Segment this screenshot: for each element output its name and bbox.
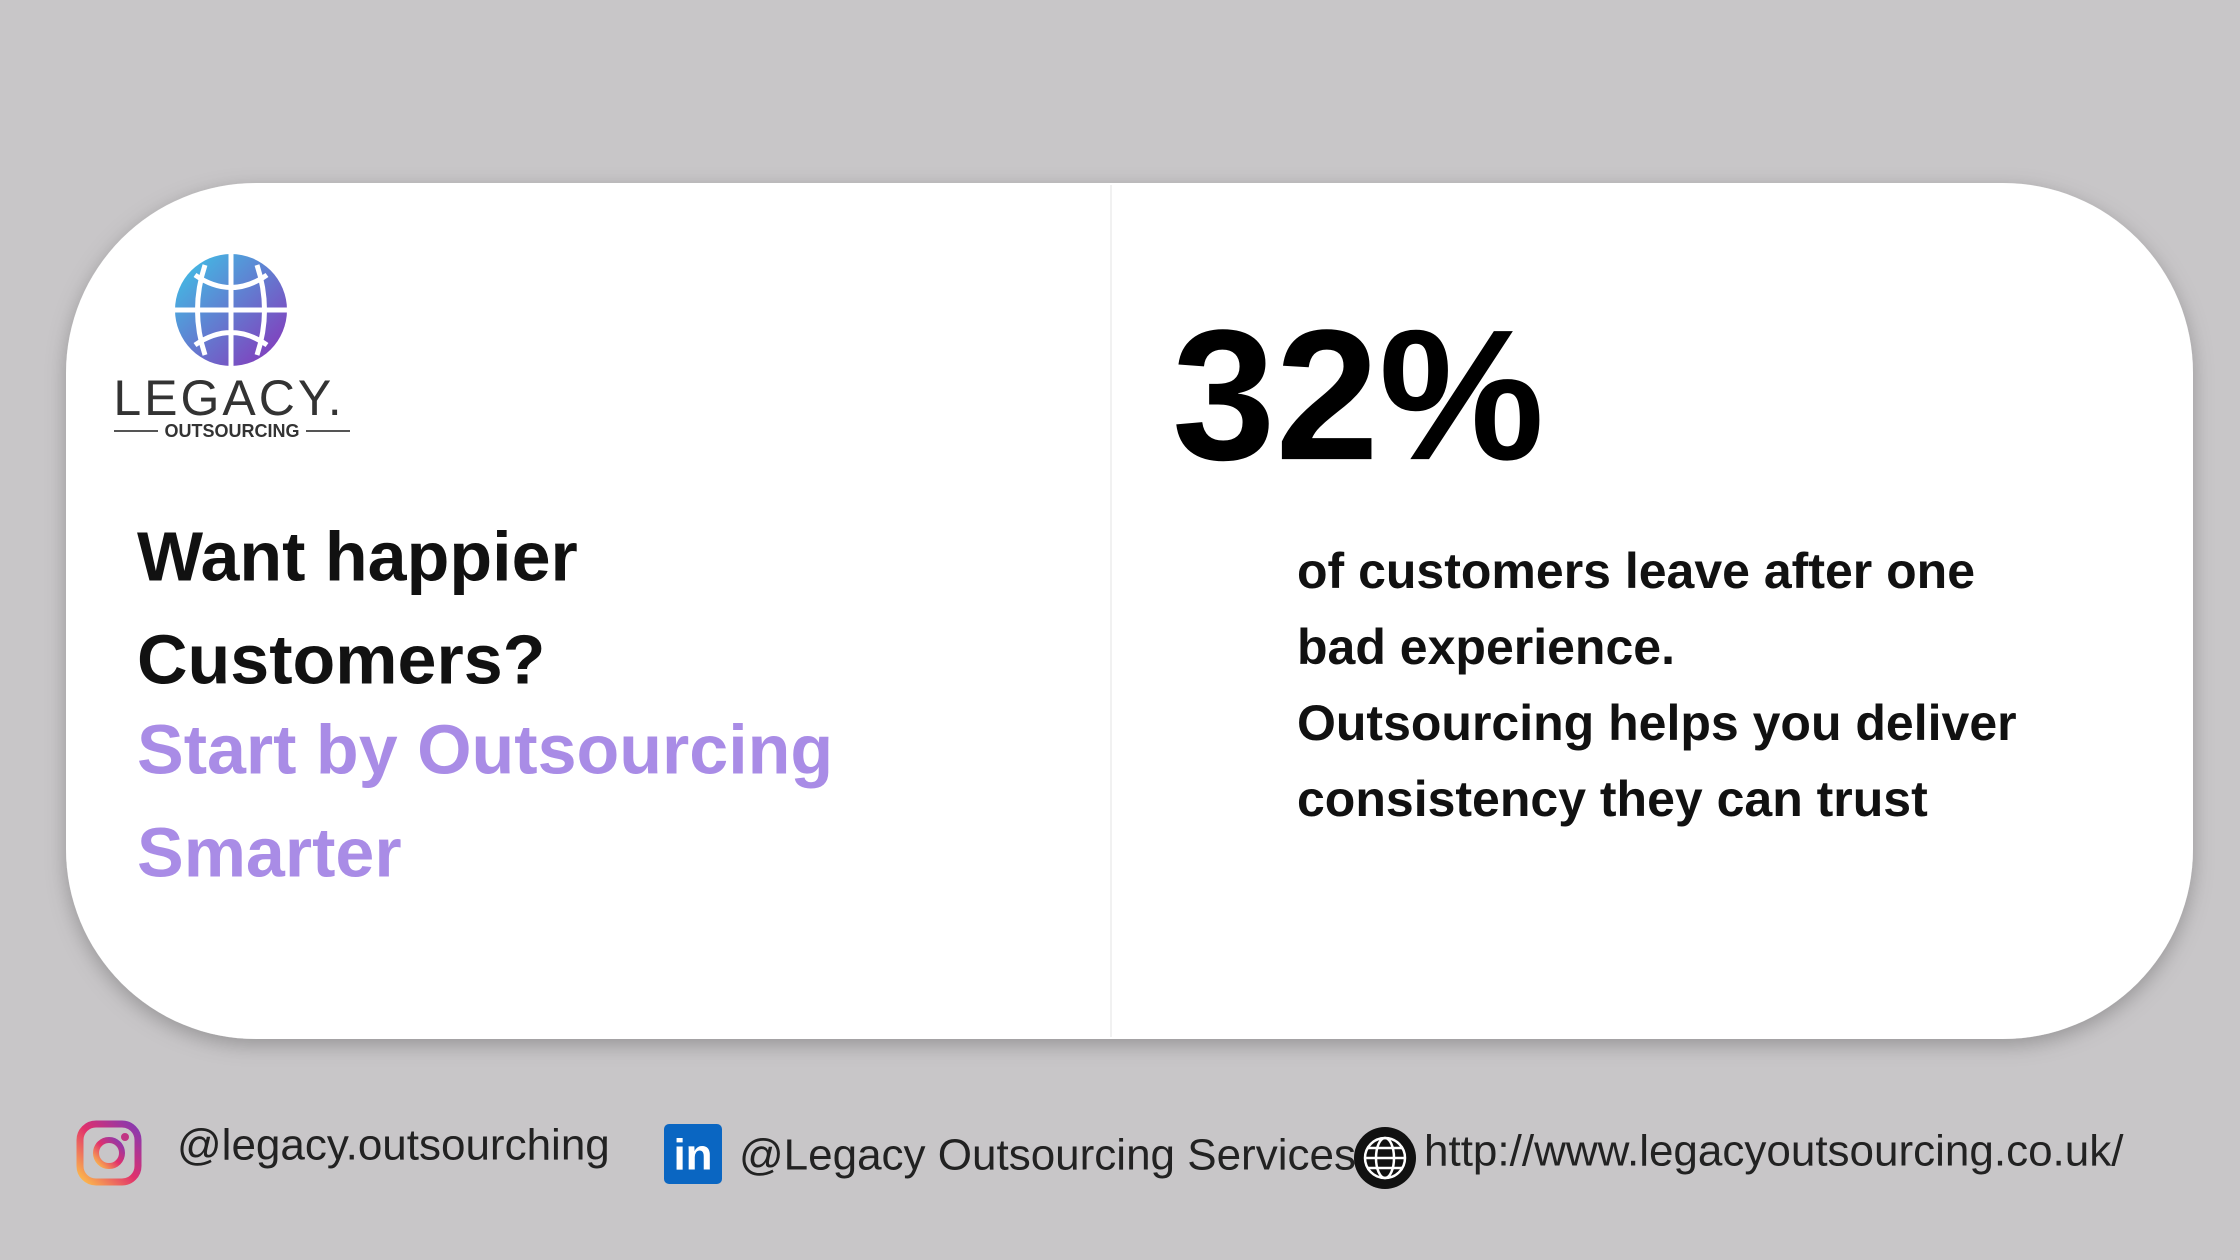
heading-line: Want happier bbox=[137, 517, 578, 595]
card bbox=[66, 183, 2193, 1039]
stat-text: consistency they can trust bbox=[1297, 771, 1928, 827]
heading-highlight: Smarter bbox=[137, 813, 402, 891]
stat-text: of customers leave after one bbox=[1297, 543, 1975, 599]
linkedin-icon bbox=[664, 1124, 722, 1184]
logo-name: LEGACY. bbox=[113, 370, 344, 426]
website-link[interactable]: http://www.legacyoutsourcing.co.uk/ bbox=[1424, 1127, 2124, 1176]
heading-highlight: Start by Outsourcing bbox=[137, 710, 833, 788]
instagram-icon bbox=[76, 1120, 142, 1186]
logo: LEGACY. OUTSOURCING bbox=[113, 254, 350, 441]
stat-text: Outsourcing helps you deliver bbox=[1297, 695, 2017, 751]
instagram-handle[interactable]: @legacy.outsourching bbox=[177, 1121, 610, 1170]
stat-text: bad experience. bbox=[1297, 619, 1675, 675]
stat-value: 32% bbox=[1172, 292, 1544, 499]
svg-text:in: in bbox=[673, 1131, 712, 1180]
footer: @legacy.outsourching in @Legacy Outsourc… bbox=[76, 1120, 2124, 1189]
linkedin-handle[interactable]: @Legacy Outsourcing Services bbox=[739, 1131, 1356, 1180]
logo-tagline: OUTSOURCING bbox=[165, 421, 300, 441]
heading-line: Customers? bbox=[137, 620, 545, 698]
